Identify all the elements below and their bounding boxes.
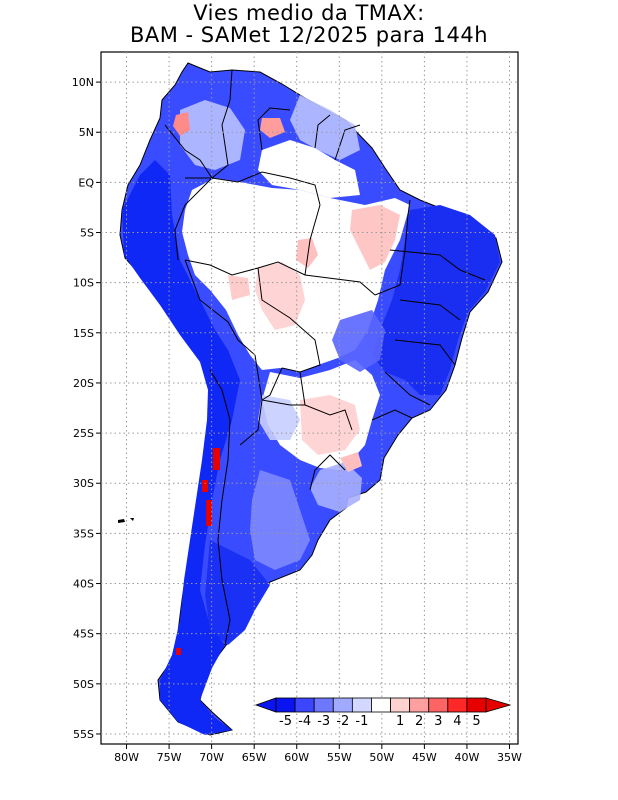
- positive-patch: [350, 205, 400, 270]
- lon-tick-label: 65W: [242, 751, 267, 764]
- strong-positive-spot: [176, 648, 181, 655]
- colorbar-label: 4: [453, 714, 461, 729]
- light-negative-patch: [180, 100, 245, 170]
- colorbar-segment: [409, 697, 430, 713]
- strong-positive-spot: [202, 480, 208, 492]
- colorbar-segment: [428, 697, 449, 713]
- positive-patch: [260, 118, 285, 138]
- lat-tick-label: 25S: [73, 427, 94, 440]
- lat-tick-label: 15S: [73, 327, 94, 340]
- strong-negative-andes: [122, 160, 240, 735]
- colorbar-segment: [275, 697, 296, 713]
- axis-ticks: 10N 5N EQ 5S 10S 15S 20S 25S 30S 35S 40S 45S 50S 55S 8…: [72, 76, 522, 764]
- positive-patch: [296, 238, 318, 268]
- colorbar-label: -2: [336, 714, 349, 729]
- colorbar-segment: [447, 697, 468, 713]
- island: [130, 518, 134, 521]
- lat-tick-label: 50S: [73, 678, 94, 691]
- lon-tick-label: 70W: [199, 751, 224, 764]
- lat-tick-label: 5S: [80, 227, 94, 240]
- lon-tick-label: 75W: [157, 751, 182, 764]
- positive-patch: [255, 262, 305, 330]
- strong-positive-spot: [206, 500, 212, 526]
- lat-tick-label: EQ: [78, 176, 94, 189]
- lat-tick-label: 40S: [73, 578, 94, 591]
- strong-positive-spot: [213, 448, 220, 470]
- positive-patch: [173, 112, 190, 136]
- colorbar-segment: [390, 697, 411, 713]
- lon-tick-label: 80W: [114, 751, 139, 764]
- lon-tick-label: 50W: [369, 751, 394, 764]
- light-negative-patch: [258, 395, 300, 440]
- lat-tick-label: 35S: [73, 527, 94, 540]
- neutral-north-region: [258, 140, 360, 198]
- lat-tick-label: 30S: [73, 477, 94, 490]
- lat-tick-label: 5N: [79, 126, 94, 139]
- plot-frame: [100, 51, 519, 745]
- colorbar-label: -3: [317, 714, 330, 729]
- colorbar-label: -1: [355, 714, 368, 729]
- light-negative-patch: [310, 462, 362, 512]
- colorbar-label: 3: [434, 714, 442, 729]
- lat-tick-label: 20S: [73, 377, 94, 390]
- lon-tick-label: 60W: [284, 751, 309, 764]
- positive-patch: [228, 275, 250, 300]
- lon-tick-label: 55W: [327, 751, 352, 764]
- colorbar-segment: [294, 697, 315, 713]
- lat-tick-label: 55S: [73, 728, 94, 741]
- colorbar-segment: [351, 697, 372, 713]
- island: [118, 519, 125, 523]
- colorbar-segment: [466, 697, 487, 713]
- colorbar-segment: [313, 697, 334, 713]
- lat-tick-label: 10N: [72, 76, 94, 89]
- colorbar-segment: [371, 697, 391, 713]
- lat-tick-label: 45S: [73, 628, 94, 641]
- map-title-line2: BAM - SAMet 12/2025 para 144h: [129, 23, 489, 47]
- colorbar-segment: [332, 697, 353, 713]
- lon-tick-label: 40W: [455, 751, 480, 764]
- country-borders: [164, 69, 486, 646]
- colorbar-min-arrow: [254, 697, 277, 713]
- colorbar-max-arrow: [485, 697, 512, 713]
- lon-tick-label: 45W: [412, 751, 437, 764]
- strong-negative-northeast: [372, 205, 500, 395]
- graticule: [101, 52, 518, 744]
- positive-patch: [340, 452, 362, 472]
- bias-field: [118, 62, 503, 736]
- light-negative-patch: [290, 95, 360, 160]
- mid-negative-patch: [332, 310, 385, 372]
- colorbar: -5 -4 -3 -2 -1 1 2 3 4 5: [254, 697, 512, 729]
- colorbar-label: 5: [472, 714, 480, 729]
- lat-tick-label: 10S: [73, 277, 94, 290]
- colorbar-label: 2: [415, 714, 423, 729]
- lon-tick-label: 35W: [497, 751, 522, 764]
- colorbar-label: -4: [298, 714, 311, 729]
- map-title-line1: Vies medio da TMAX:: [193, 1, 425, 25]
- colorbar-label: 1: [396, 714, 404, 729]
- mid-negative-patch: [250, 470, 310, 570]
- colorbar-label: -5: [279, 714, 292, 729]
